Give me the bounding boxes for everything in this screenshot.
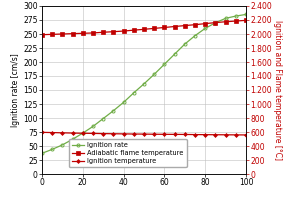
Adiabatic flame temperature — [132, 29, 136, 31]
Ignition temperature — [193, 133, 197, 136]
Adiabatic flame temperature — [112, 30, 115, 33]
Ignition rate — [101, 117, 105, 120]
Ignition temperature — [122, 133, 125, 135]
Adiabatic flame temperature — [173, 25, 176, 28]
Adiabatic flame temperature — [234, 20, 238, 22]
Ignition rate — [234, 15, 238, 17]
Ignition temperature — [81, 132, 85, 134]
Ignition rate — [193, 34, 197, 37]
Ignition rate — [61, 144, 64, 146]
Ignition temperature — [112, 133, 115, 135]
Ignition rate — [122, 101, 125, 104]
Ignition rate — [214, 22, 217, 24]
Y-axis label: Ignition rate [cm/s]: Ignition rate [cm/s] — [11, 53, 20, 127]
Ignition rate — [112, 110, 115, 112]
Ignition rate — [163, 63, 166, 65]
Adiabatic flame temperature — [152, 27, 156, 30]
Adiabatic flame temperature — [244, 19, 248, 22]
Line: Ignition temperature: Ignition temperature — [40, 131, 247, 136]
Ignition temperature — [152, 133, 156, 135]
Adiabatic flame temperature — [81, 32, 85, 34]
Ignition temperature — [50, 131, 54, 134]
Line: Ignition rate: Ignition rate — [40, 13, 247, 155]
Ignition rate — [142, 83, 146, 85]
Legend: Ignition rate, Adiabatic flame temperature, Ignition temperature: Ignition rate, Adiabatic flame temperatu… — [69, 139, 187, 167]
Ignition temperature — [142, 133, 146, 135]
Ignition temperature — [91, 132, 95, 135]
Adiabatic flame temperature — [61, 33, 64, 35]
Ignition temperature — [132, 133, 136, 135]
Adiabatic flame temperature — [50, 33, 54, 36]
Ignition rate — [81, 132, 85, 134]
Adiabatic flame temperature — [224, 21, 227, 23]
Ignition temperature — [203, 133, 207, 136]
Ignition temperature — [183, 133, 187, 136]
Ignition rate — [244, 13, 248, 16]
Ignition rate — [50, 148, 54, 151]
Ignition temperature — [61, 132, 64, 134]
Ignition temperature — [71, 132, 74, 134]
Ignition rate — [40, 152, 44, 154]
Adiabatic flame temperature — [71, 32, 74, 35]
Ignition rate — [91, 125, 95, 128]
Adiabatic flame temperature — [142, 28, 146, 31]
Ignition temperature — [224, 134, 227, 136]
Ignition rate — [183, 43, 187, 45]
Adiabatic flame temperature — [40, 33, 44, 36]
Adiabatic flame temperature — [101, 31, 105, 33]
Ignition temperature — [173, 133, 176, 136]
Y-axis label: Ignition and Flame temperature [°C]: Ignition and Flame temperature [°C] — [273, 20, 282, 160]
Adiabatic flame temperature — [122, 30, 125, 32]
Ignition rate — [224, 17, 227, 20]
Ignition temperature — [234, 134, 238, 136]
Ignition rate — [152, 73, 156, 76]
Adiabatic flame temperature — [183, 24, 187, 27]
Adiabatic flame temperature — [193, 23, 197, 26]
Ignition rate — [71, 138, 74, 140]
Ignition temperature — [40, 131, 44, 134]
Ignition temperature — [244, 134, 248, 136]
Adiabatic flame temperature — [203, 22, 207, 25]
Adiabatic flame temperature — [163, 26, 166, 29]
Ignition temperature — [214, 134, 217, 136]
Ignition rate — [203, 27, 207, 30]
Adiabatic flame temperature — [214, 21, 217, 24]
Ignition rate — [132, 92, 136, 94]
Adiabatic flame temperature — [91, 32, 95, 34]
Ignition rate — [173, 53, 176, 55]
Line: Adiabatic flame temperature: Adiabatic flame temperature — [40, 19, 247, 36]
Ignition temperature — [101, 132, 105, 135]
Ignition temperature — [163, 133, 166, 136]
